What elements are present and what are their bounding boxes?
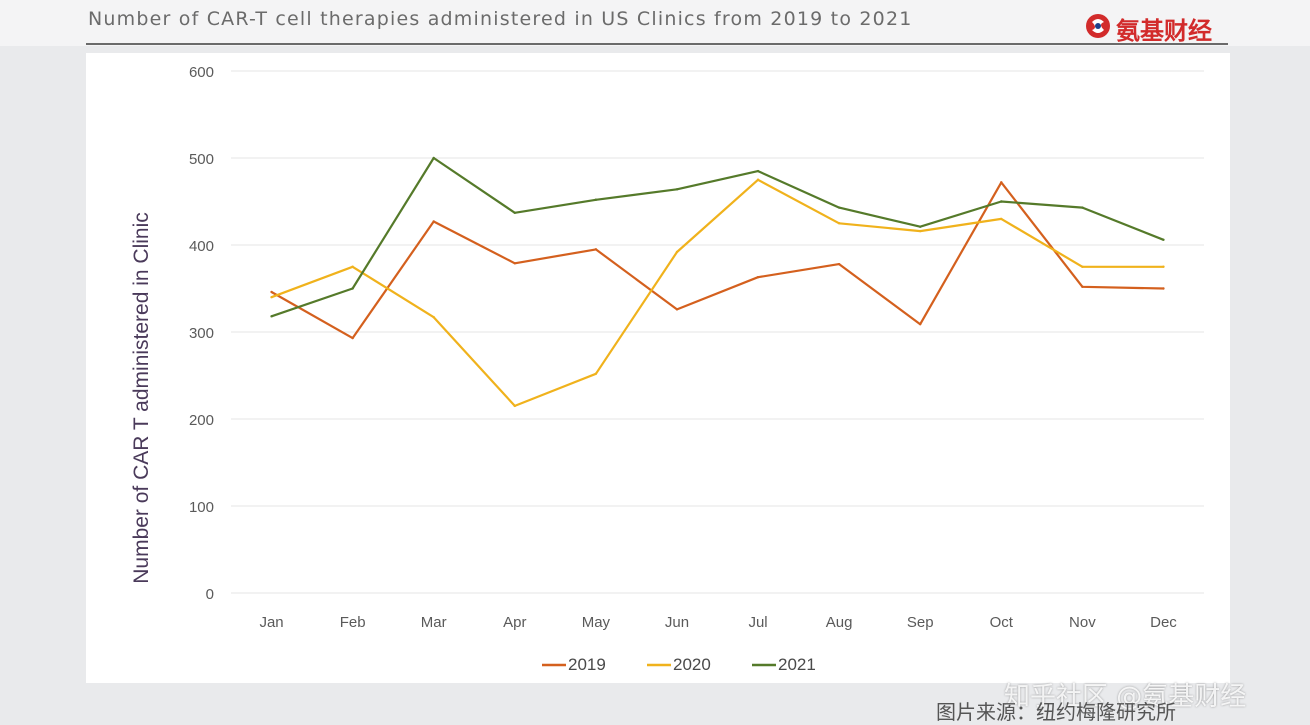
series-line-2021	[271, 156, 1164, 318]
data-point-2020	[351, 265, 354, 268]
brand-name: 氨基财经	[1116, 16, 1212, 45]
data-point-2021	[837, 206, 841, 209]
data-point-2019	[756, 275, 760, 279]
series-line-2020	[271, 178, 1164, 407]
data-point-2021	[675, 188, 679, 191]
data-point-2019	[351, 336, 354, 340]
data-point-2020	[919, 229, 922, 233]
y-tick-label: 400	[189, 238, 214, 255]
x-tick-label: Sep	[907, 614, 934, 631]
data-point-2020	[1162, 265, 1165, 268]
data-point-2021	[432, 156, 435, 160]
data-point-2019	[1162, 287, 1165, 290]
data-point-2020	[675, 250, 679, 254]
watermark-text: 知乎社区 @氨基财经	[1004, 682, 1247, 712]
x-tick-label: Oct	[990, 614, 1014, 631]
data-point-2020	[837, 222, 841, 225]
x-tick-label: Jun	[665, 614, 689, 631]
brand-logo-icon	[1084, 12, 1112, 45]
y-tick-label: 300	[189, 325, 214, 342]
x-tick-label: Feb	[340, 614, 366, 631]
data-point-2021	[919, 225, 922, 228]
data-point-2020	[432, 316, 435, 319]
data-point-2019	[1081, 285, 1084, 288]
data-point-2019	[837, 262, 841, 266]
x-tick-label: May	[582, 614, 611, 631]
data-point-2020	[270, 296, 273, 299]
x-tick-label: Apr	[503, 614, 526, 631]
series-line-2019	[270, 181, 1164, 340]
x-tick-label: Jul	[748, 614, 767, 631]
data-point-2020	[1081, 265, 1084, 268]
data-point-2020	[756, 178, 760, 181]
data-point-2021	[513, 211, 516, 215]
data-point-2021	[351, 287, 354, 290]
y-tick-label: 600	[189, 64, 214, 81]
legend-label: 2020	[673, 655, 711, 674]
y-tick-label: 500	[189, 151, 214, 168]
x-tick-label: Aug	[826, 614, 853, 631]
data-point-2020	[1000, 217, 1003, 221]
data-point-2021	[756, 169, 760, 173]
y-tick-label: 100	[189, 499, 214, 516]
x-tick-label: Nov	[1069, 614, 1096, 631]
data-point-2021	[594, 198, 598, 201]
y-axis-label: Number of CAR T administered in Clinic	[130, 212, 153, 584]
data-point-2019	[513, 262, 516, 265]
legend-label: 2021	[778, 655, 816, 674]
x-tick-label: Dec	[1150, 614, 1177, 631]
data-point-2019	[919, 322, 922, 326]
source-caption: 图片来源：纽约梅隆研究所	[936, 700, 1176, 724]
data-point-2019	[675, 308, 679, 311]
data-point-2021	[1162, 238, 1165, 241]
data-point-2019	[270, 290, 273, 294]
y-tick-label: 200	[189, 412, 214, 429]
data-point-2019	[432, 220, 435, 223]
y-tick-label: 0	[206, 586, 214, 603]
data-point-2021	[1000, 200, 1003, 203]
chart-panel: 0 100 200 300 400 500 600 Jan Feb Mar Apr May Jun Ju…	[86, 53, 1230, 683]
data-point-2019	[594, 248, 598, 251]
legend-label: 2019	[568, 655, 606, 674]
chart-title: Number of CAR-T cell therapies administe…	[88, 8, 913, 30]
x-tick-label: Mar	[421, 614, 447, 631]
data-point-2019	[1000, 181, 1003, 184]
header-divider	[86, 43, 1228, 45]
data-point-2020	[513, 404, 516, 408]
line-chart: 0 100 200 300 400 500 600 Jan Feb Mar Apr May Jun Ju…	[130, 64, 1204, 674]
brand: 氨基财经	[1084, 12, 1212, 45]
data-point-2020	[594, 372, 598, 375]
data-point-2021	[270, 315, 273, 318]
data-point-2021	[1081, 206, 1084, 209]
x-tick-label: Jan	[259, 614, 283, 631]
